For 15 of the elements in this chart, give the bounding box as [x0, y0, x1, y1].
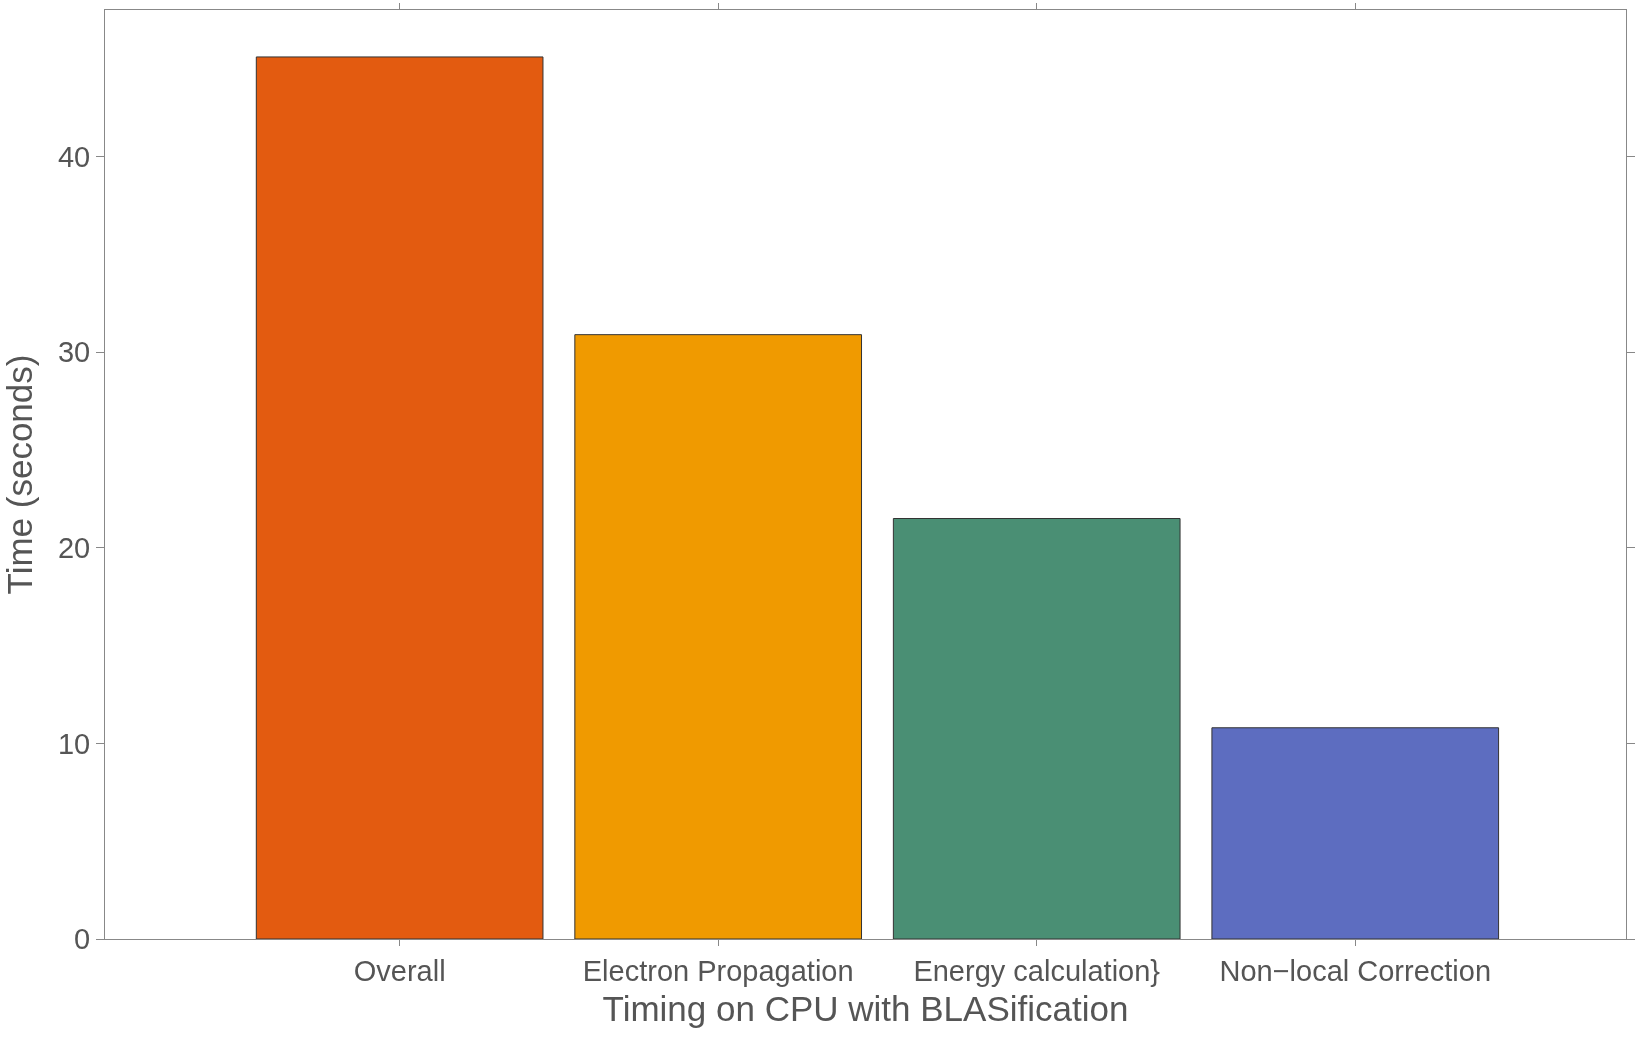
x-tick-label: Energy calculation} [913, 954, 1161, 987]
x-tick-label: Electron Propagation [582, 954, 854, 987]
bar [892, 518, 1181, 939]
y-tick-label: 30 [57, 336, 91, 369]
bar [574, 334, 863, 939]
bar [255, 56, 544, 939]
bar [1211, 727, 1500, 939]
y-tick-label: 0 [74, 923, 91, 956]
x-tick-label: Non−local Correction [1219, 954, 1492, 987]
x-tick-label: Overall [353, 954, 446, 987]
y-axis-title: Time (seconds) [0, 354, 39, 595]
y-tick-label: 10 [57, 727, 91, 760]
x-axis-title: Timing on CPU with BLASification [602, 988, 1129, 1028]
y-tick-label: 20 [57, 531, 91, 564]
y-tick-label: 40 [57, 140, 91, 173]
